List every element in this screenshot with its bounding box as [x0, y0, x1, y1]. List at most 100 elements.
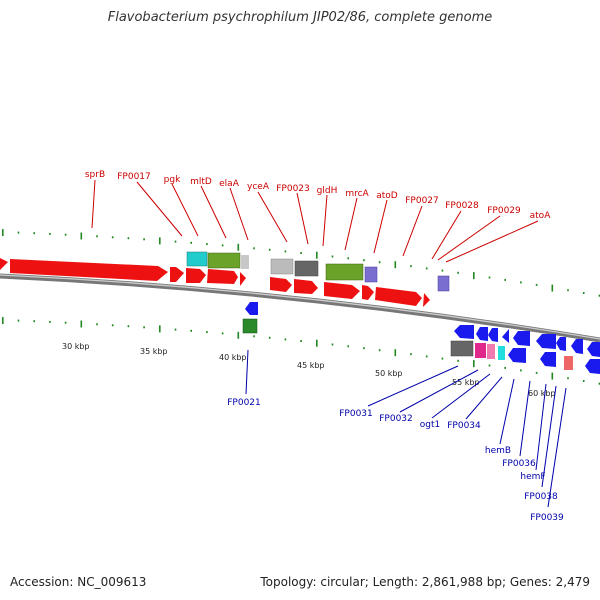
page-title: Flavobacterium psychrophilum JIP02/86, c…	[107, 10, 493, 25]
forward-feature-darkgray[interactable]	[294, 260, 319, 277]
forward-gene[interactable]	[240, 272, 246, 286]
forward-feature-lightgray[interactable]	[270, 258, 294, 275]
minor-tick	[347, 257, 349, 260]
minor-tick	[520, 281, 522, 284]
leader-line	[437, 215, 501, 261]
forward-gene-label[interactable]: FP0027	[405, 196, 439, 206]
reverse-feature-salmon[interactable]	[564, 356, 573, 370]
minor-tick	[268, 336, 271, 339]
reverse-gene-label[interactable]: FP0039	[530, 513, 564, 523]
genome-info-label: Topology: circular; Length: 2,861,988 bp…	[260, 575, 590, 589]
minor-tick	[143, 326, 145, 329]
major-tick	[316, 339, 318, 347]
forward-gene[interactable]	[207, 269, 238, 284]
leader-line	[229, 187, 249, 241]
forward-feature-purple[interactable]	[437, 275, 450, 292]
forward-gene[interactable]	[362, 285, 374, 300]
major-tick	[473, 272, 475, 280]
forward-feature-olive[interactable]	[325, 263, 364, 281]
minor-tick	[17, 231, 20, 234]
reverse-gene[interactable]	[454, 325, 474, 339]
reverse-feature-cyan[interactable]	[498, 346, 505, 360]
reverse-gene[interactable]	[571, 339, 583, 354]
leader-line	[431, 373, 491, 419]
major-tick	[394, 349, 397, 357]
reverse-gene[interactable]	[508, 348, 526, 363]
minor-tick	[410, 353, 412, 356]
minor-tick	[96, 235, 98, 238]
reverse-gene[interactable]	[540, 352, 556, 367]
minor-tick	[221, 332, 224, 335]
leader-line	[171, 183, 199, 237]
reverse-gene[interactable]	[587, 342, 600, 357]
forward-gene-label[interactable]: elaA	[219, 179, 240, 189]
reverse-feature-pink[interactable]	[487, 344, 495, 359]
minor-tick	[441, 357, 444, 360]
minor-tick	[567, 289, 569, 292]
forward-gene-label[interactable]: FP0017	[117, 172, 151, 182]
forward-feature-purple[interactable]	[364, 266, 378, 283]
reverse-gene[interactable]	[585, 359, 600, 374]
forward-feature-lightgray[interactable]	[241, 255, 249, 269]
reverse-gene-label[interactable]: hemF	[520, 472, 545, 482]
forward-gene-label[interactable]: FP0028	[445, 201, 479, 211]
forward-feature-cyan[interactable]	[186, 251, 208, 267]
forward-gene[interactable]	[423, 293, 430, 307]
scale-label: 45 kbp	[297, 361, 325, 370]
reverse-gene-label[interactable]: FP0021	[227, 398, 261, 408]
leader-line	[296, 192, 309, 245]
scale-label: 35 kbp	[140, 347, 168, 356]
reverse-feature-green[interactable]	[242, 318, 258, 334]
forward-gene[interactable]	[294, 279, 318, 294]
reverse-gene[interactable]	[513, 331, 530, 346]
minor-tick	[206, 331, 208, 334]
minor-tick	[410, 265, 412, 268]
forward-gene-label[interactable]: sprB	[85, 170, 105, 180]
reverse-gene[interactable]	[476, 327, 488, 341]
reverse-gene-label[interactable]: FP0031	[339, 409, 373, 419]
forward-gene-label[interactable]: gldH	[317, 186, 338, 196]
forward-gene[interactable]	[324, 282, 360, 299]
reverse-feature-magenta[interactable]	[475, 343, 486, 358]
forward-gene[interactable]	[375, 287, 422, 306]
forward-gene-label[interactable]: mltD	[190, 177, 212, 187]
reverse-gene-label[interactable]: hemB	[485, 446, 511, 456]
forward-gene[interactable]	[186, 268, 206, 283]
reverse-gene[interactable]	[502, 329, 509, 343]
reverse-gene-label[interactable]: FP0038	[524, 492, 558, 502]
genome-backbone	[0, 273, 600, 343]
forward-gene-label[interactable]: pgk	[164, 175, 181, 185]
leader-line	[402, 205, 423, 257]
forward-gene-label[interactable]: FP0029	[487, 206, 521, 216]
reverse-gene[interactable]	[245, 302, 258, 315]
reverse-gene[interactable]	[536, 334, 556, 349]
forward-gene-label[interactable]: atoA	[530, 211, 552, 221]
leader-line	[541, 385, 557, 488]
reverse-feature-darkgray[interactable]	[450, 340, 474, 357]
major-tick	[2, 229, 4, 237]
forward-gene-label[interactable]: mrcA	[345, 189, 369, 199]
forward-gene[interactable]	[170, 267, 184, 282]
minor-tick	[582, 292, 585, 294]
forward-gene[interactable]	[10, 259, 168, 281]
leader-line	[499, 378, 515, 445]
leader-line	[200, 185, 227, 239]
forward-gene[interactable]	[270, 277, 292, 292]
reverse-gene[interactable]	[556, 337, 566, 351]
minor-tick	[567, 377, 569, 380]
reverse-gene-label[interactable]: ogt1	[420, 420, 440, 430]
forward-gene[interactable]	[0, 258, 8, 270]
forward-gene-label[interactable]: atoD	[376, 191, 398, 201]
forward-feature-olive[interactable]	[207, 252, 241, 269]
leader-line	[373, 199, 388, 254]
reverse-gene-label[interactable]: FP0032	[379, 414, 413, 424]
minor-tick	[425, 267, 428, 270]
minor-tick	[253, 335, 255, 338]
minor-tick	[268, 248, 271, 251]
minor-tick	[33, 232, 35, 235]
reverse-gene[interactable]	[488, 328, 498, 342]
reverse-gene-label[interactable]: FP0036	[502, 459, 536, 469]
reverse-gene-label[interactable]: FP0034	[447, 421, 481, 431]
forward-gene-label[interactable]: FP0023	[276, 184, 310, 194]
forward-gene-label[interactable]: yceA	[247, 182, 270, 192]
